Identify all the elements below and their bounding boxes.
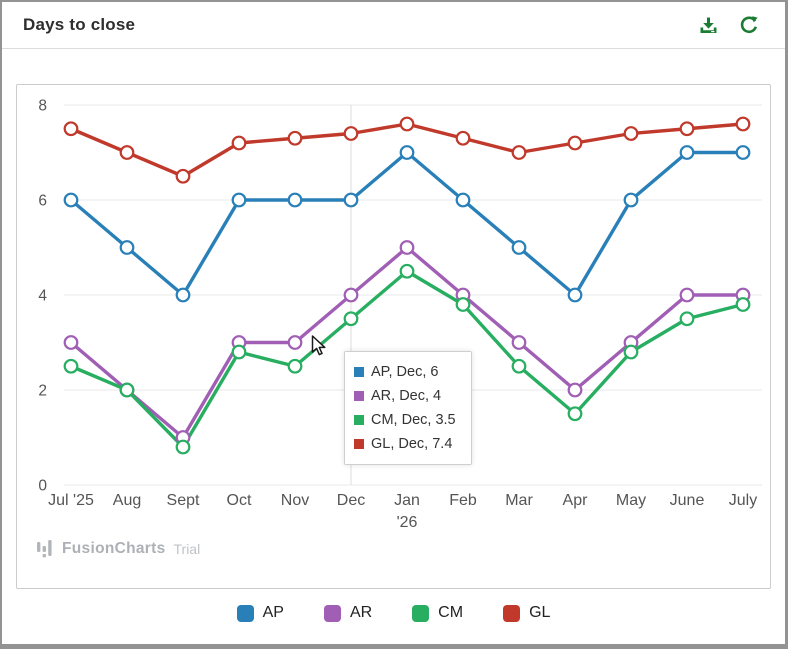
chart-card: 0 2 4 6 8 Jul '25 Aug Sept Oct Nov Dec Jan '26 Feb Mar… (16, 84, 771, 589)
svg-text:2: 2 (38, 383, 47, 400)
svg-text:June: June (670, 492, 705, 509)
line-chart[interactable]: 0 2 4 6 8 Jul '25 Aug Sept Oct Nov Dec Jan '26 Feb Mar… (17, 85, 773, 586)
svg-text:Jan'26: Jan '26 (394, 492, 420, 531)
svg-text:July: July (729, 492, 757, 509)
svg-text:Oct: Oct (227, 492, 252, 509)
svg-text:Mar: Mar (505, 492, 533, 509)
series-swatch (354, 367, 364, 377)
svg-text:4: 4 (38, 288, 47, 305)
svg-text:8: 8 (38, 98, 47, 115)
svg-text:6: 6 (38, 193, 47, 210)
legend-item-ar[interactable]: AR (323, 604, 373, 622)
legend-swatch-ar (323, 604, 341, 622)
series-swatch (354, 439, 364, 449)
svg-text:Jul '25: Jul '25 (48, 492, 94, 509)
fusioncharts-branding[interactable]: FusionCharts Trial (37, 538, 200, 559)
tooltip-row: GL, Dec, 7.4 (354, 432, 456, 456)
tooltip-text: AR, Dec, 4 (371, 388, 442, 404)
svg-text:Nov: Nov (281, 492, 309, 509)
svg-text:Apr: Apr (563, 492, 589, 509)
legend-label: AP (262, 604, 284, 621)
svg-text:Sept: Sept (167, 492, 200, 509)
legend-swatch-ap (236, 604, 254, 622)
tooltip-row: AP, Dec, 6 (354, 360, 456, 384)
legend-item-cm[interactable]: CM (412, 604, 463, 622)
tooltip-text: CM, Dec, 3.5 (371, 412, 456, 428)
legend-item-gl[interactable]: GL (503, 604, 550, 622)
svg-text:Feb: Feb (449, 492, 477, 509)
series-swatch (354, 415, 364, 425)
legend-item-ap[interactable]: AP (236, 604, 284, 622)
svg-text:0: 0 (38, 478, 47, 495)
chart-legend: AP AR CM GL (2, 604, 785, 622)
tooltip-row: CM, Dec, 3.5 (354, 408, 456, 432)
svg-text:Aug: Aug (113, 492, 141, 509)
series-swatch (354, 391, 364, 401)
page-title: Days to close (23, 15, 136, 34)
legend-swatch-gl (503, 604, 521, 622)
tooltip-text: GL, Dec, 7.4 (371, 436, 453, 452)
legend-label: CM (438, 604, 464, 621)
branding-tag: Trial (173, 540, 201, 557)
branding-name: FusionCharts (62, 539, 166, 557)
header-actions (699, 15, 759, 35)
chart-tooltip: AP, Dec, 6 AR, Dec, 4 CM, Dec, 3.5 GL, D… (344, 351, 472, 465)
svg-text:May: May (616, 492, 646, 509)
refresh-icon[interactable] (739, 15, 759, 35)
svg-text:Dec: Dec (337, 492, 365, 509)
tooltip-row: AR, Dec, 4 (354, 384, 456, 408)
panel-header: Days to close (2, 2, 785, 49)
legend-label: AR (349, 604, 373, 621)
tooltip-text: AP, Dec, 6 (371, 364, 439, 380)
legend-swatch-cm (412, 604, 430, 622)
legend-label: GL (529, 604, 551, 621)
fusioncharts-logo-icon (37, 538, 54, 559)
download-icon[interactable] (699, 16, 718, 35)
